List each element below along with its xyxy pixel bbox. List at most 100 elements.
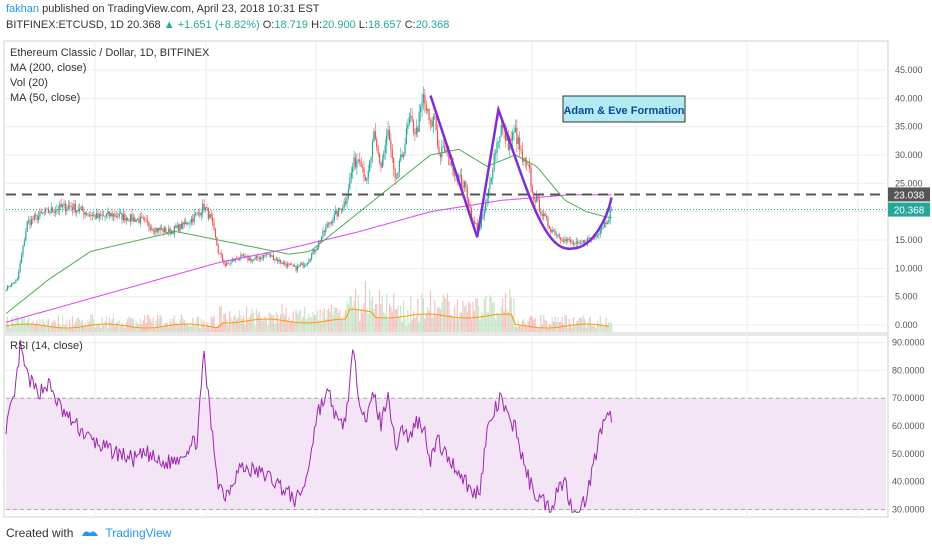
candle-body (59, 203, 61, 211)
volume-bar (520, 325, 522, 332)
candle-body (439, 153, 442, 158)
volume-bar (206, 322, 208, 332)
brand-link[interactable]: TradingView (105, 526, 172, 540)
candle-body (596, 235, 599, 237)
candle-body (227, 262, 229, 264)
candle-body (268, 253, 270, 255)
candle-body (166, 232, 168, 233)
candle-body (480, 219, 483, 228)
candle-body (43, 212, 45, 214)
time-tick-label: Mar (524, 523, 540, 524)
legend-rsi: RSI (14, close) (10, 340, 83, 352)
volume-bar (360, 308, 362, 332)
volume-bar (78, 319, 81, 332)
candle-body (320, 237, 323, 242)
volume-bar (455, 320, 457, 332)
candle-body (176, 224, 178, 228)
candle-body (32, 218, 34, 220)
candle-body (144, 218, 146, 220)
candle-body (510, 138, 512, 141)
candle-body (346, 197, 348, 204)
volume-bar (401, 321, 403, 332)
volume-bar (405, 325, 408, 332)
candle-body (598, 233, 600, 236)
candle-body (274, 259, 276, 261)
candle-body (182, 222, 184, 229)
candle-body (541, 214, 543, 217)
volume-bar (427, 307, 429, 332)
candle-body (315, 250, 317, 252)
candle-body (247, 256, 249, 261)
high-label: H: (311, 19, 323, 31)
candle-body (199, 212, 201, 216)
time-tick-label: Nov (308, 523, 325, 524)
candle-body (513, 132, 515, 133)
volume-bar (479, 319, 481, 332)
volume-bar (56, 326, 58, 332)
candle-body (336, 210, 338, 217)
candle-body (22, 245, 24, 255)
volume-bar (441, 302, 443, 332)
candle-body (114, 214, 116, 217)
candle-body (299, 264, 301, 267)
high-value: 20.900 (322, 19, 356, 31)
candle-body (404, 143, 406, 155)
volume-bar (584, 318, 586, 332)
volume-bar (145, 322, 147, 332)
volume-bar (159, 315, 161, 332)
volume-bar (298, 311, 300, 332)
candle-body (206, 207, 208, 209)
candle-body (343, 201, 345, 208)
volume-bar (250, 314, 252, 332)
volume-bar (281, 303, 283, 332)
volume-bar (557, 317, 559, 332)
volume-bar (22, 318, 24, 332)
time-tick-label: May (627, 523, 645, 524)
candle-body (190, 218, 192, 223)
candle-body (363, 167, 365, 178)
candle-body (569, 240, 572, 243)
resistance-badge: 23.038 (888, 187, 930, 202)
volume-bar (449, 314, 451, 332)
volume-bar (151, 321, 153, 332)
candle-body (485, 203, 487, 211)
ma50-line (5, 148, 612, 315)
candle-body (359, 159, 361, 162)
candle-body (611, 209, 613, 211)
volume-bar (197, 316, 200, 332)
candle-body (103, 215, 105, 217)
candle-body (445, 150, 447, 152)
volume-bar (451, 314, 453, 332)
volume-bar (301, 318, 303, 332)
open-value: 18.719 (274, 19, 308, 31)
candle-body (138, 218, 140, 223)
price-pane[interactable] (3, 40, 889, 334)
publish-info: published on TradingView.com, April 23, … (42, 3, 320, 15)
volume-bar (459, 311, 461, 332)
volume-bar (35, 323, 37, 332)
author-link[interactable]: fakhan (6, 3, 40, 15)
candle-body (520, 149, 522, 151)
volume-bar (180, 314, 183, 332)
candle-body (120, 212, 122, 214)
volume-bar (138, 324, 140, 332)
candle-body (357, 159, 359, 161)
candle-body (415, 127, 417, 135)
volume-bar (483, 298, 485, 332)
candle-body (195, 213, 197, 215)
candle-body (228, 263, 231, 265)
volume-bar (519, 325, 521, 332)
candle-body (129, 213, 132, 222)
volume-bar (578, 318, 580, 332)
annotation-box[interactable]: Adam & Eve Formation (562, 95, 686, 123)
candle-body (316, 247, 318, 251)
candle-body (376, 139, 378, 148)
volume-bar (374, 304, 376, 332)
candle-body (323, 230, 325, 233)
candle-body (303, 265, 306, 267)
candle-body (373, 131, 375, 143)
chart-canvas[interactable]: 0.0005.00010.00015.00020.00025.00030.000… (0, 36, 932, 524)
volume-bar (98, 323, 100, 332)
candle-body (226, 262, 228, 266)
volume-bar (9, 327, 11, 332)
